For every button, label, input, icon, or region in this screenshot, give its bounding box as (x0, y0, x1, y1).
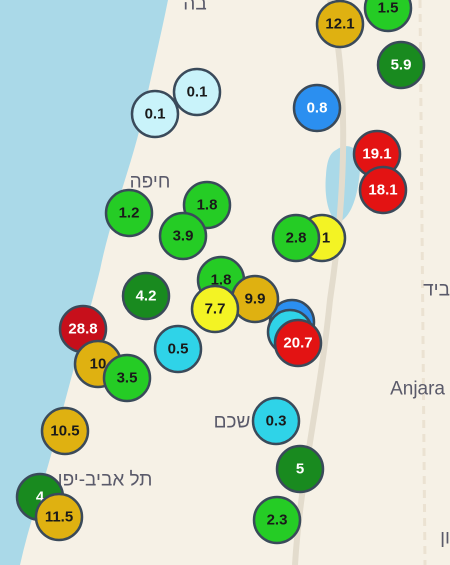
marker: 11.5 (34, 492, 84, 542)
marker: 5.9 (376, 40, 426, 90)
marker-label: 0.1 (187, 84, 208, 101)
marker-circle (158, 211, 208, 261)
place-label: Anjara (390, 379, 445, 400)
marker-label: 10 (90, 356, 107, 373)
marker: 1.5 (363, 0, 413, 33)
marker: 0.5 (153, 324, 203, 374)
marker-label: 9.9 (245, 291, 266, 308)
marker-label: 2.8 (286, 230, 307, 247)
marker-label: 5.9 (391, 57, 412, 74)
marker: 2.3 (252, 495, 302, 545)
marker-label: 12.1 (325, 16, 354, 33)
marker-circle (104, 188, 154, 238)
marker-label: 1.8 (197, 197, 218, 214)
marker-label: 2.3 (267, 512, 288, 529)
place-label: ביד (423, 280, 450, 301)
marker-label: 4.2 (136, 288, 157, 305)
marker: 3.5 (102, 353, 152, 403)
marker-label: 7.7 (205, 301, 226, 318)
marker-circle (172, 67, 222, 117)
marker: 1.2 (104, 188, 154, 238)
marker-label: 0.3 (266, 413, 287, 430)
marker: 2.8 (271, 213, 321, 263)
marker: 10.5 (40, 406, 90, 456)
marker: 20.7 (273, 318, 323, 368)
marker-circle (275, 444, 325, 494)
marker-circle (292, 83, 342, 133)
marker: 18.1 (358, 165, 408, 215)
marker-label: 3.9 (173, 228, 194, 245)
place-label: שכם (214, 412, 251, 433)
marker-label: 1.8 (211, 272, 232, 289)
marker-label: 11.5 (45, 509, 73, 526)
marker: 9.9 (230, 274, 280, 324)
marker-circle (102, 353, 152, 403)
marker-circle (40, 406, 90, 456)
marker-label: 28.8 (68, 321, 97, 338)
place-label: בה (183, 0, 206, 15)
place-label: תל אביב-יפו (58, 470, 153, 491)
marker-circle (190, 284, 240, 334)
marker-label: 1.2 (119, 205, 140, 222)
place-label: ון (440, 528, 450, 549)
marker-label: 1.5 (378, 0, 399, 17)
marker-label: 3.5 (117, 370, 138, 387)
marker-label: 0.1 (145, 106, 166, 123)
marker-circle (153, 324, 203, 374)
border (418, 0, 427, 565)
marker-circle (252, 495, 302, 545)
marker-circle (376, 40, 426, 90)
marker: 0.8 (292, 83, 342, 133)
marker-circle (363, 0, 413, 33)
marker: 5 (275, 444, 325, 494)
marker: 7.7 (190, 284, 240, 334)
marker-label: 10.5 (50, 423, 79, 440)
marker: 0.3 (251, 396, 301, 446)
marker-circle (315, 0, 365, 49)
marker-label: 0.8 (307, 100, 328, 117)
marker-label: 4 (36, 489, 45, 506)
marker: 3.9 (158, 211, 208, 261)
marker: 0.1 (172, 67, 222, 117)
place-label: חיפה (130, 172, 171, 193)
marker-circle (273, 318, 323, 368)
marker-circle (271, 213, 321, 263)
marker-label: 5 (296, 461, 304, 478)
marker: 19.1 (352, 129, 402, 179)
marker-circle (358, 165, 408, 215)
marker-label: 18.1 (368, 182, 397, 199)
marker-circle (34, 492, 84, 542)
marker: 0.1 (130, 89, 180, 139)
marker-label: 20.7 (283, 335, 312, 352)
marker-circle (121, 271, 171, 321)
marker-label: 1 (322, 230, 330, 247)
marker-label: 19.1 (362, 146, 391, 163)
marker-label: 0.5 (168, 341, 189, 358)
marker: 4.2 (121, 271, 171, 321)
marker-circle (251, 396, 301, 446)
marker: 12.1 (315, 0, 365, 49)
marker-circle (130, 89, 180, 139)
